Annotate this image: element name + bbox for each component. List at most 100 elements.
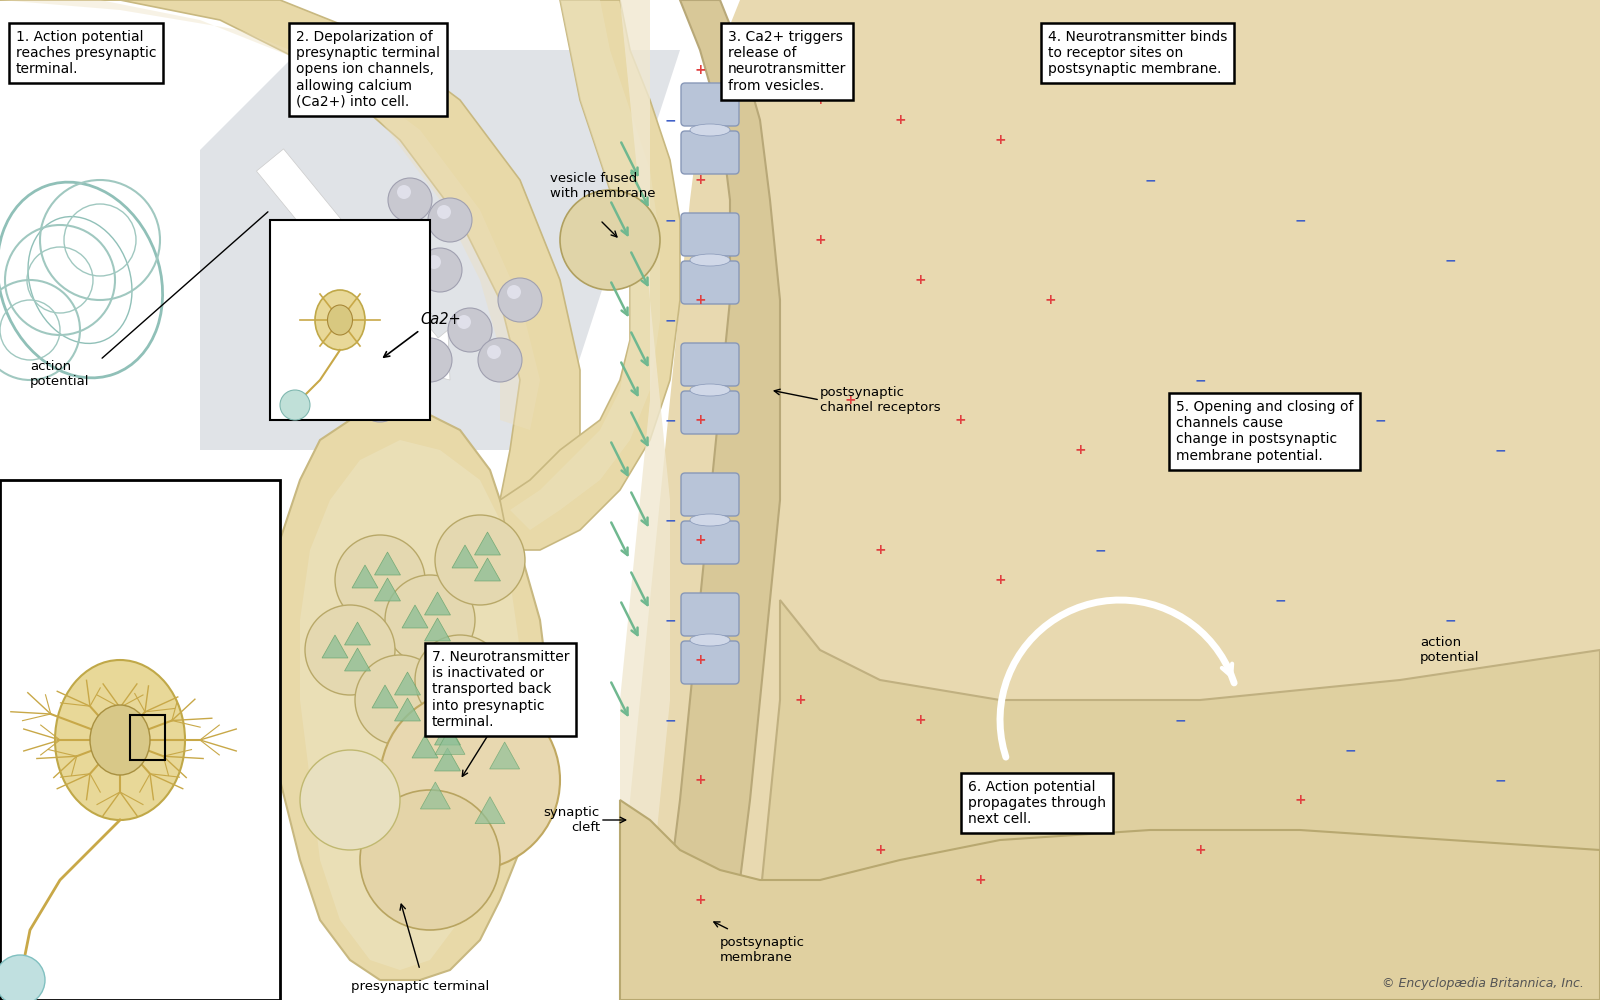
FancyBboxPatch shape [682, 521, 739, 564]
Text: +: + [954, 413, 966, 427]
Text: postsynaptic
channel receptors: postsynaptic channel receptors [819, 386, 941, 414]
Polygon shape [200, 50, 680, 450]
Circle shape [397, 185, 411, 199]
Text: +: + [794, 693, 806, 707]
FancyBboxPatch shape [682, 641, 739, 684]
Polygon shape [453, 545, 478, 568]
Circle shape [307, 278, 352, 322]
Polygon shape [352, 565, 378, 588]
Polygon shape [510, 0, 661, 530]
Circle shape [381, 690, 560, 870]
Circle shape [437, 205, 451, 219]
Text: −: − [1144, 173, 1155, 187]
Polygon shape [395, 672, 421, 695]
Text: +: + [845, 393, 856, 407]
Text: +: + [1094, 813, 1106, 827]
Circle shape [366, 235, 381, 249]
Circle shape [386, 575, 475, 665]
Polygon shape [374, 578, 400, 601]
Circle shape [387, 285, 402, 299]
Text: −: − [1445, 253, 1456, 267]
Text: +: + [694, 653, 706, 667]
Text: −: − [1294, 213, 1306, 227]
Ellipse shape [315, 290, 365, 350]
Bar [0, 480, 280, 1000]
Text: postsynaptic
membrane: postsynaptic membrane [720, 936, 805, 964]
Text: 3. Ca2+ triggers
release of
neurotransmitter
from vesicles.: 3. Ca2+ triggers release of neurotransmi… [728, 30, 846, 93]
Text: −: − [1494, 443, 1506, 457]
Text: −: − [1274, 593, 1286, 607]
Circle shape [486, 345, 501, 359]
Text: +: + [914, 273, 926, 287]
FancyBboxPatch shape [682, 83, 739, 126]
Circle shape [338, 325, 350, 339]
Polygon shape [402, 605, 429, 628]
Polygon shape [494, 698, 520, 721]
FancyBboxPatch shape [682, 343, 739, 386]
Ellipse shape [690, 254, 730, 266]
Polygon shape [301, 440, 520, 970]
Circle shape [498, 278, 542, 322]
FancyBboxPatch shape [682, 473, 739, 516]
Polygon shape [454, 652, 480, 675]
Text: −: − [664, 413, 675, 427]
Circle shape [366, 385, 381, 399]
Ellipse shape [328, 305, 352, 335]
Text: vesicle fused
with membrane: vesicle fused with membrane [550, 172, 656, 200]
Text: +: + [814, 93, 826, 107]
FancyBboxPatch shape [682, 593, 739, 636]
Circle shape [355, 655, 445, 745]
Text: +: + [694, 413, 706, 427]
Text: −: − [1094, 543, 1106, 557]
Circle shape [360, 790, 499, 930]
Text: presynaptic terminal: presynaptic terminal [350, 980, 490, 993]
Circle shape [378, 278, 422, 322]
Ellipse shape [54, 660, 186, 820]
Polygon shape [621, 0, 1600, 1000]
Text: −: − [1194, 373, 1206, 387]
Text: +: + [694, 293, 706, 307]
Text: −: − [1344, 743, 1355, 757]
Circle shape [306, 605, 395, 695]
Text: +: + [994, 773, 1006, 787]
Circle shape [427, 255, 442, 269]
Circle shape [317, 285, 331, 299]
Text: +: + [694, 773, 706, 787]
Circle shape [507, 285, 522, 299]
Text: −: − [1174, 713, 1186, 727]
Polygon shape [424, 618, 451, 641]
Circle shape [334, 535, 426, 625]
FancyBboxPatch shape [682, 261, 739, 304]
FancyBboxPatch shape [682, 391, 739, 434]
Polygon shape [424, 592, 451, 615]
Text: 6. Action potential
propagates through
next cell.: 6. Action potential propagates through n… [968, 780, 1106, 826]
Text: 2. Depolarization of
presynaptic terminal
opens ion channels,
allowing calcium
(: 2. Depolarization of presynaptic termina… [296, 30, 440, 109]
Bar [270, 220, 430, 420]
Circle shape [328, 318, 371, 362]
Circle shape [454, 655, 546, 745]
Text: −: − [664, 713, 675, 727]
Circle shape [478, 338, 522, 382]
Text: action
potential: action potential [1421, 636, 1480, 664]
Circle shape [358, 378, 402, 422]
Polygon shape [472, 685, 498, 708]
Circle shape [418, 345, 430, 359]
Circle shape [395, 705, 485, 795]
Text: −: − [664, 313, 675, 327]
Text: −: − [1445, 613, 1456, 627]
Ellipse shape [690, 634, 730, 646]
Polygon shape [371, 685, 398, 708]
Polygon shape [499, 0, 680, 550]
Polygon shape [421, 782, 450, 809]
Polygon shape [432, 665, 458, 688]
Text: −: − [664, 113, 675, 127]
Text: +: + [1074, 443, 1086, 457]
Text: neurotransmitter-
filled vesicle: neurotransmitter- filled vesicle [461, 680, 578, 708]
Circle shape [448, 308, 493, 352]
Text: −: − [664, 213, 675, 227]
Ellipse shape [690, 514, 730, 526]
FancyBboxPatch shape [682, 213, 739, 256]
Polygon shape [454, 678, 480, 701]
Text: −: − [664, 613, 675, 627]
Circle shape [435, 515, 525, 605]
